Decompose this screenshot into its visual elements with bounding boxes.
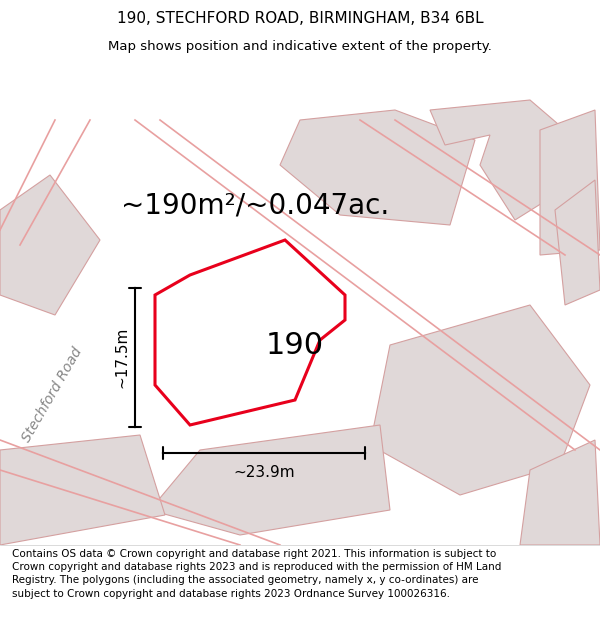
Polygon shape: [0, 175, 100, 315]
Polygon shape: [0, 435, 165, 545]
Text: ~190m²/~0.047ac.: ~190m²/~0.047ac.: [121, 191, 389, 219]
Text: Map shows position and indicative extent of the property.: Map shows position and indicative extent…: [108, 39, 492, 52]
Polygon shape: [150, 425, 390, 535]
Polygon shape: [430, 100, 565, 220]
Polygon shape: [520, 440, 600, 545]
Polygon shape: [370, 305, 590, 495]
Text: ~17.5m: ~17.5m: [114, 327, 129, 388]
Polygon shape: [555, 180, 600, 305]
Text: Contains OS data © Crown copyright and database right 2021. This information is : Contains OS data © Crown copyright and d…: [12, 549, 502, 599]
Text: Stechford Road: Stechford Road: [19, 345, 85, 445]
Polygon shape: [280, 110, 475, 225]
Polygon shape: [155, 240, 345, 425]
Text: ~23.9m: ~23.9m: [233, 465, 295, 480]
Text: 190: 190: [266, 331, 324, 359]
Polygon shape: [540, 110, 600, 255]
Text: 190, STECHFORD ROAD, BIRMINGHAM, B34 6BL: 190, STECHFORD ROAD, BIRMINGHAM, B34 6BL: [116, 11, 484, 26]
